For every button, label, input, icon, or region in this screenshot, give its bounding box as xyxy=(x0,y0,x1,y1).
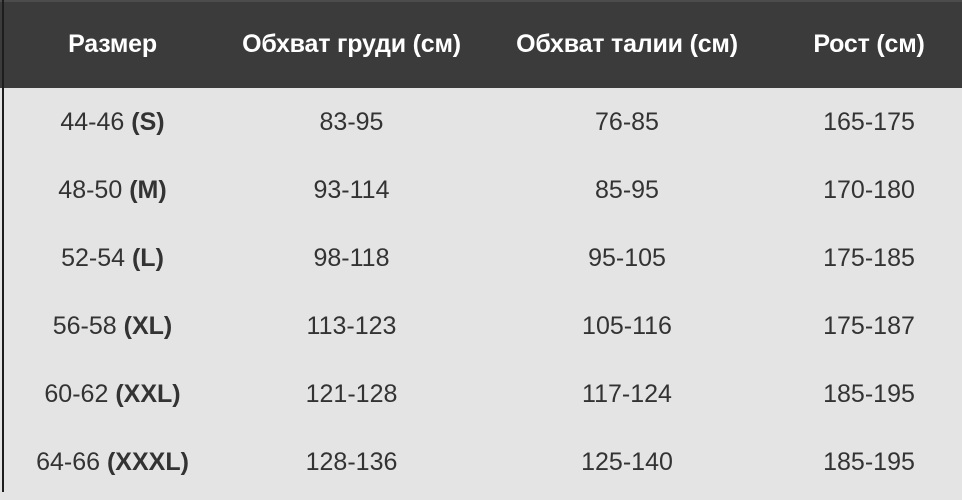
cell-waist: 95-105 xyxy=(588,243,666,272)
column-header-height: Рост (см) xyxy=(813,29,925,58)
table-row: 44-46 (S) 83-95 76-85 165-175 xyxy=(0,88,962,156)
cell-chest: 93-114 xyxy=(313,175,390,204)
cell-chest: 128-136 xyxy=(305,447,398,476)
column-header-waist: Обхват талии (см) xyxy=(516,29,738,58)
table-row: 48-50 (M) 93-114 85-95 170-180 xyxy=(0,156,962,224)
cell-chest: 121-128 xyxy=(305,379,398,408)
table-row: 64-66 (XXXL) 128-136 125-140 185-195 xyxy=(0,428,962,496)
cell-waist: 117-124 xyxy=(582,379,672,408)
size-range: 48-50 xyxy=(58,175,123,204)
cell-chest: 83-95 xyxy=(319,107,384,136)
size-code: (M) xyxy=(129,175,167,204)
cell-height: 165-175 xyxy=(823,107,915,136)
left-edge-rule xyxy=(2,0,4,492)
cell-height: 185-195 xyxy=(823,447,915,476)
cell-size: 56-58 (XL) xyxy=(0,292,225,360)
top-hairline xyxy=(0,0,962,2)
cell-size: 52-54 (L) xyxy=(0,224,225,292)
size-code: (XL) xyxy=(123,311,173,340)
cell-chest: 98-118 xyxy=(313,243,390,272)
cell-waist: 105-116 xyxy=(582,311,672,340)
table-row: 60-62 (XXL) 121-128 117-124 185-195 xyxy=(0,360,962,428)
cell-size: 48-50 (M) xyxy=(0,156,225,224)
cell-waist: 85-95 xyxy=(595,175,659,204)
size-range: 56-58 xyxy=(52,311,117,340)
cell-size: 64-66 (XXXL) xyxy=(0,428,225,496)
table-row: 52-54 (L) 98-118 95-105 175-185 xyxy=(0,224,962,292)
cell-height: 175-185 xyxy=(823,243,915,272)
table-row: 56-58 (XL) 113-123 105-116 175-187 xyxy=(0,292,962,360)
header-row: Размер Обхват груди (см) Обхват талии (с… xyxy=(0,0,962,88)
cell-waist: 76-85 xyxy=(595,107,659,136)
column-header-chest: Обхват груди (см) xyxy=(242,29,461,58)
size-code: (XXXL) xyxy=(106,447,189,476)
size-code: (L) xyxy=(131,243,164,272)
table-header: Размер Обхват груди (см) Обхват талии (с… xyxy=(0,0,962,88)
cell-height: 185-195 xyxy=(823,379,915,408)
cell-height: 170-180 xyxy=(823,175,915,204)
size-code: (S) xyxy=(131,107,165,136)
size-code: (XXL) xyxy=(115,379,181,408)
cell-chest: 113-123 xyxy=(306,311,397,340)
cell-height: 175-187 xyxy=(823,311,915,340)
cell-size: 44-46 (S) xyxy=(0,88,225,156)
column-header-size: Размер xyxy=(68,29,157,58)
cell-waist: 125-140 xyxy=(581,447,673,476)
cell-size: 60-62 (XXL) xyxy=(0,360,225,428)
size-range: 44-46 xyxy=(60,107,125,136)
size-range: 64-66 xyxy=(36,447,101,476)
table-body: 44-46 (S) 83-95 76-85 165-175 48-50 (M) … xyxy=(0,88,962,496)
size-range: 52-54 xyxy=(61,243,126,272)
size-range: 60-62 xyxy=(44,379,109,408)
